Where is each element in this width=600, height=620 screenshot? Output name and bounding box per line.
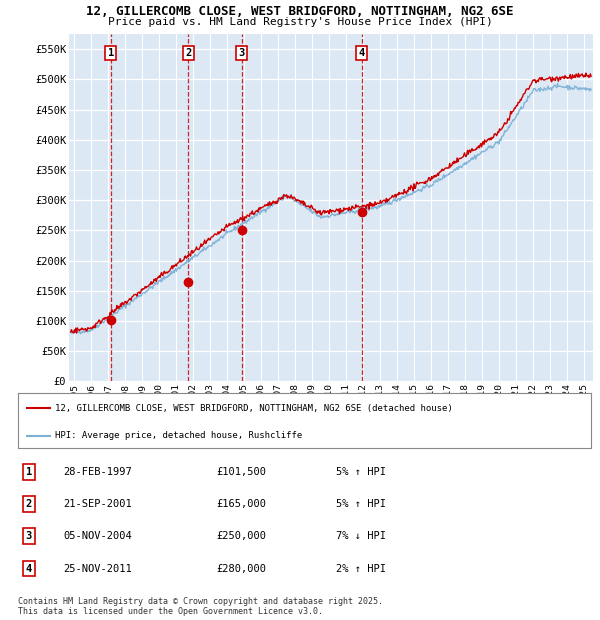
Text: 28-FEB-1997: 28-FEB-1997	[63, 467, 132, 477]
Text: 5% ↑ HPI: 5% ↑ HPI	[336, 467, 386, 477]
Text: Price paid vs. HM Land Registry's House Price Index (HPI): Price paid vs. HM Land Registry's House …	[107, 17, 493, 27]
Text: 25-NOV-2011: 25-NOV-2011	[63, 564, 132, 574]
Text: £101,500: £101,500	[216, 467, 266, 477]
Text: 2: 2	[185, 48, 191, 58]
Text: £165,000: £165,000	[216, 499, 266, 509]
Text: 3: 3	[26, 531, 32, 541]
Text: HPI: Average price, detached house, Rushcliffe: HPI: Average price, detached house, Rush…	[55, 431, 302, 440]
Text: 12, GILLERCOMB CLOSE, WEST BRIDGFORD, NOTTINGHAM, NG2 6SE: 12, GILLERCOMB CLOSE, WEST BRIDGFORD, NO…	[86, 5, 514, 18]
Text: Contains HM Land Registry data © Crown copyright and database right 2025.: Contains HM Land Registry data © Crown c…	[18, 597, 383, 606]
Text: 3: 3	[238, 48, 245, 58]
Text: £280,000: £280,000	[216, 564, 266, 574]
Text: 1: 1	[26, 467, 32, 477]
Text: 4: 4	[26, 564, 32, 574]
Text: 5% ↑ HPI: 5% ↑ HPI	[336, 499, 386, 509]
Text: 7% ↓ HPI: 7% ↓ HPI	[336, 531, 386, 541]
Text: This data is licensed under the Open Government Licence v3.0.: This data is licensed under the Open Gov…	[18, 607, 323, 616]
Text: 05-NOV-2004: 05-NOV-2004	[63, 531, 132, 541]
Text: 1: 1	[107, 48, 114, 58]
Text: 12, GILLERCOMB CLOSE, WEST BRIDGFORD, NOTTINGHAM, NG2 6SE (detached house): 12, GILLERCOMB CLOSE, WEST BRIDGFORD, NO…	[55, 404, 453, 413]
Text: £250,000: £250,000	[216, 531, 266, 541]
Text: 2% ↑ HPI: 2% ↑ HPI	[336, 564, 386, 574]
Text: 2: 2	[26, 499, 32, 509]
Text: 21-SEP-2001: 21-SEP-2001	[63, 499, 132, 509]
Text: 4: 4	[358, 48, 365, 58]
